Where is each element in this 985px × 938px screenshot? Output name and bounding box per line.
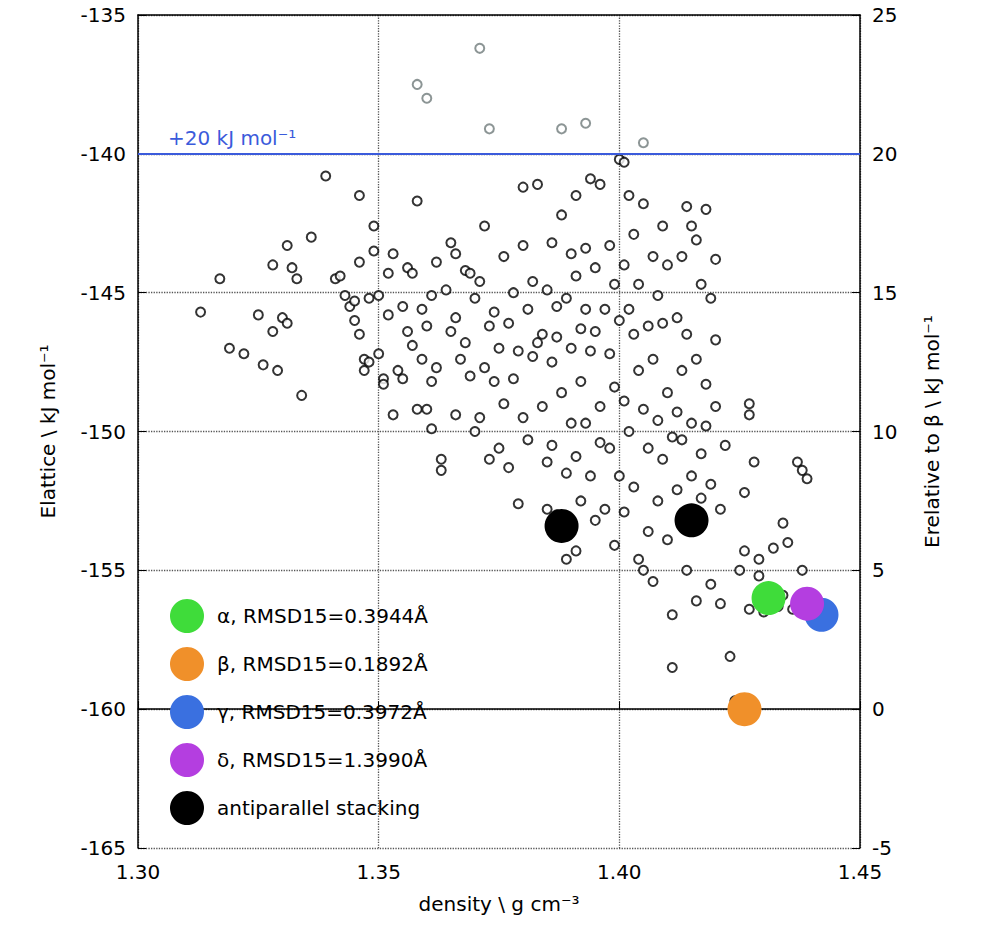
svg-text:25: 25	[872, 3, 897, 27]
svg-text:γ, RMSD15=0.3972Å: γ, RMSD15=0.3972Å	[217, 700, 427, 724]
svg-text:5: 5	[872, 558, 885, 582]
svg-text:-150: -150	[81, 420, 126, 444]
svg-text:antiparallel stacking: antiparallel stacking	[217, 796, 420, 820]
svg-text:Erelative to β \ kJ mol⁻¹: Erelative to β \ kJ mol⁻¹	[920, 315, 944, 548]
svg-text:-160: -160	[81, 697, 126, 721]
svg-text:α, RMSD15=0.3944Å: α, RMSD15=0.3944Å	[217, 604, 428, 628]
svg-text:15: 15	[872, 281, 897, 305]
svg-text:-5: -5	[872, 836, 892, 860]
svg-text:1.40: 1.40	[597, 860, 642, 884]
svg-text:20: 20	[872, 142, 897, 166]
svg-text:-155: -155	[81, 558, 126, 582]
svg-text:-135: -135	[81, 3, 126, 27]
svg-text:1.45: 1.45	[838, 860, 883, 884]
svg-text:density \ g cm⁻³: density \ g cm⁻³	[419, 892, 580, 916]
svg-text:-165: -165	[81, 836, 126, 860]
svg-text:0: 0	[872, 697, 885, 721]
svg-text:+20 kJ mol⁻¹: +20 kJ mol⁻¹	[168, 126, 296, 150]
svg-text:β, RMSD15=0.1892Å: β, RMSD15=0.1892Å	[217, 652, 428, 676]
svg-text:1.30: 1.30	[116, 860, 161, 884]
svg-text:-145: -145	[81, 281, 126, 305]
svg-text:1.35: 1.35	[356, 860, 401, 884]
svg-text:Elattice \ kJ mol⁻¹: Elattice \ kJ mol⁻¹	[36, 344, 60, 518]
svg-text:δ, RMSD15=1.3990Å: δ, RMSD15=1.3990Å	[217, 748, 427, 772]
svg-text:10: 10	[872, 420, 897, 444]
svg-text:-140: -140	[81, 142, 126, 166]
